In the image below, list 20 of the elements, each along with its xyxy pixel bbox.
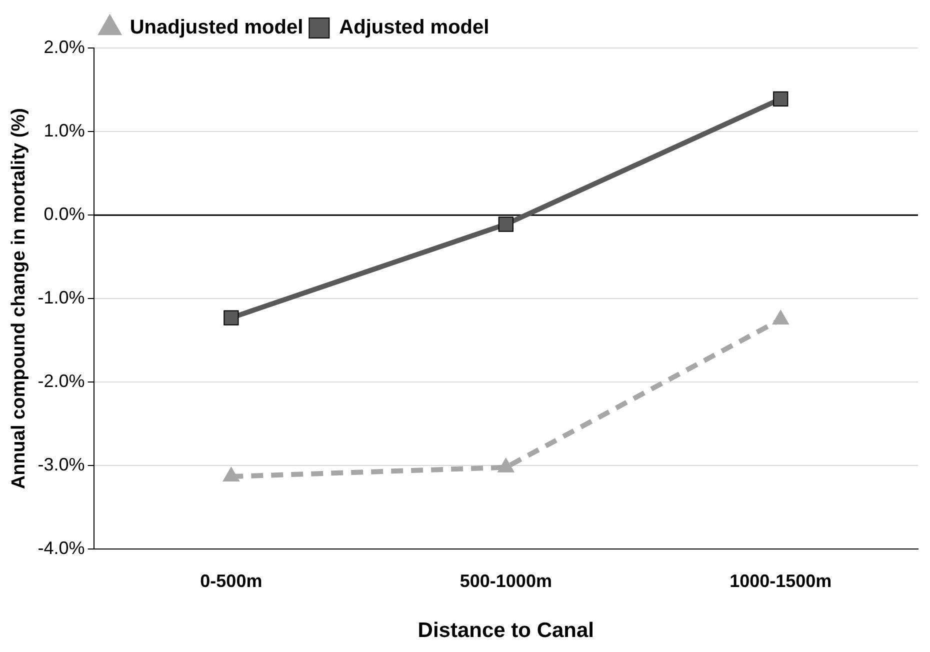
legend-label: Adjusted model [339,16,490,39]
y-tick-label: -2.0% [38,371,85,392]
y-tick-label: -4.0% [38,538,85,558]
point [222,466,240,482]
y-tick-label: 1.0% [44,120,85,140]
y-tick-label: 0.0% [44,204,85,224]
point [773,91,788,107]
x-tick-label: 500-1000m [460,570,552,591]
point [772,309,790,324]
x-axis-title: Distance to Canal [418,619,594,642]
point [497,457,515,472]
y-tick-label: -3.0% [38,454,85,475]
point [498,216,514,232]
x-tick-label: 0-500m [200,570,262,591]
y-tick-label: -1.0% [38,288,85,308]
y-axis-title: Annual compound change in mortality (%) [8,108,30,490]
legend-label: Unadjusted model [130,16,304,39]
y-tick-label: 2.0% [44,36,85,57]
point [224,310,239,326]
x-tick-label: 1000-1500m [730,570,832,591]
